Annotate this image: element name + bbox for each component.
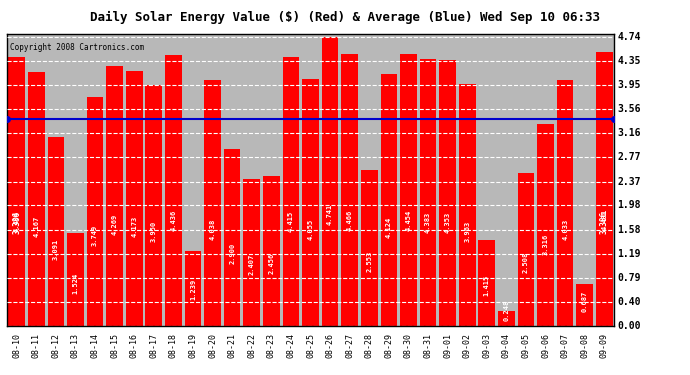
Bar bbox=[538, 124, 554, 326]
Text: 4.454: 4.454 bbox=[406, 210, 411, 231]
Text: 4.038: 4.038 bbox=[210, 219, 215, 240]
Text: 3.16: 3.16 bbox=[618, 128, 641, 138]
Bar bbox=[126, 71, 143, 326]
Bar bbox=[165, 56, 181, 326]
Bar bbox=[576, 284, 593, 326]
Bar bbox=[263, 176, 279, 326]
Bar bbox=[596, 52, 613, 326]
Text: 4.383: 4.383 bbox=[425, 211, 431, 232]
Text: 4.167: 4.167 bbox=[33, 216, 39, 237]
Bar bbox=[478, 240, 495, 326]
Text: 0.00: 0.00 bbox=[618, 321, 641, 331]
Text: 3.95: 3.95 bbox=[618, 80, 641, 90]
Bar bbox=[224, 149, 241, 326]
Text: 3.950: 3.950 bbox=[151, 220, 157, 242]
Text: 1.524: 1.524 bbox=[72, 272, 79, 294]
Text: 3.963: 3.963 bbox=[464, 220, 470, 242]
Text: 3.091: 3.091 bbox=[53, 239, 59, 260]
Bar bbox=[518, 173, 534, 326]
Text: 4.353: 4.353 bbox=[444, 212, 451, 233]
Bar bbox=[302, 79, 319, 326]
Text: 2.900: 2.900 bbox=[229, 243, 235, 264]
Text: 4.741: 4.741 bbox=[327, 204, 333, 225]
Text: 3.749: 3.749 bbox=[92, 225, 98, 246]
Text: 4.436: 4.436 bbox=[170, 210, 177, 231]
Text: 3.386: 3.386 bbox=[600, 211, 609, 234]
Text: 2.508: 2.508 bbox=[523, 251, 529, 273]
Text: 4.033: 4.033 bbox=[562, 219, 568, 240]
Bar bbox=[322, 37, 338, 326]
Text: 1.239: 1.239 bbox=[190, 279, 196, 300]
Text: 0.248: 0.248 bbox=[504, 300, 509, 321]
Bar bbox=[400, 54, 417, 326]
Text: Daily Solar Energy Value ($) (Red) & Average (Blue) Wed Sep 10 06:33: Daily Solar Energy Value ($) (Red) & Ave… bbox=[90, 11, 600, 24]
Bar bbox=[380, 74, 397, 326]
Text: 4.466: 4.466 bbox=[346, 210, 353, 231]
Bar bbox=[361, 170, 377, 326]
Text: 2.553: 2.553 bbox=[366, 251, 373, 272]
Text: 1.19: 1.19 bbox=[618, 249, 641, 259]
Text: 2.407: 2.407 bbox=[248, 254, 255, 275]
Bar bbox=[185, 251, 201, 326]
Text: 4.415: 4.415 bbox=[288, 211, 294, 232]
Bar bbox=[204, 80, 221, 326]
Text: 3.386: 3.386 bbox=[12, 211, 21, 234]
Text: 1.415: 1.415 bbox=[484, 275, 490, 296]
Bar bbox=[28, 72, 45, 326]
Text: 4.491: 4.491 bbox=[601, 209, 607, 230]
Bar bbox=[283, 57, 299, 326]
Bar bbox=[87, 98, 104, 326]
Bar bbox=[498, 311, 515, 326]
Text: 4.269: 4.269 bbox=[112, 214, 117, 235]
Bar bbox=[48, 138, 64, 326]
Text: 0.79: 0.79 bbox=[618, 273, 641, 283]
Bar bbox=[557, 80, 573, 326]
Text: 4.35: 4.35 bbox=[618, 56, 641, 66]
Text: 1.98: 1.98 bbox=[618, 200, 641, 210]
Text: 4.124: 4.124 bbox=[386, 217, 392, 238]
Text: 2.77: 2.77 bbox=[618, 152, 641, 162]
Text: 4.055: 4.055 bbox=[308, 218, 313, 240]
Bar bbox=[146, 85, 162, 326]
Text: 4.404: 4.404 bbox=[14, 211, 20, 232]
Bar bbox=[67, 233, 83, 326]
Text: 0.687: 0.687 bbox=[582, 290, 588, 312]
Text: 4.74: 4.74 bbox=[618, 32, 641, 42]
Text: Copyright 2008 Cartronics.com: Copyright 2008 Cartronics.com bbox=[10, 42, 144, 51]
Bar bbox=[8, 57, 25, 326]
Text: 1.58: 1.58 bbox=[618, 225, 641, 235]
Bar bbox=[244, 179, 260, 326]
Text: 0.40: 0.40 bbox=[618, 297, 641, 307]
Text: 4.173: 4.173 bbox=[131, 216, 137, 237]
Text: 2.37: 2.37 bbox=[618, 177, 641, 186]
Text: 3.56: 3.56 bbox=[618, 104, 641, 114]
Bar bbox=[106, 66, 123, 326]
Text: 3.316: 3.316 bbox=[542, 234, 549, 255]
Bar bbox=[420, 58, 436, 326]
Bar bbox=[440, 60, 456, 326]
Bar bbox=[342, 54, 358, 326]
Bar bbox=[459, 84, 475, 326]
Text: 2.456: 2.456 bbox=[268, 252, 275, 274]
